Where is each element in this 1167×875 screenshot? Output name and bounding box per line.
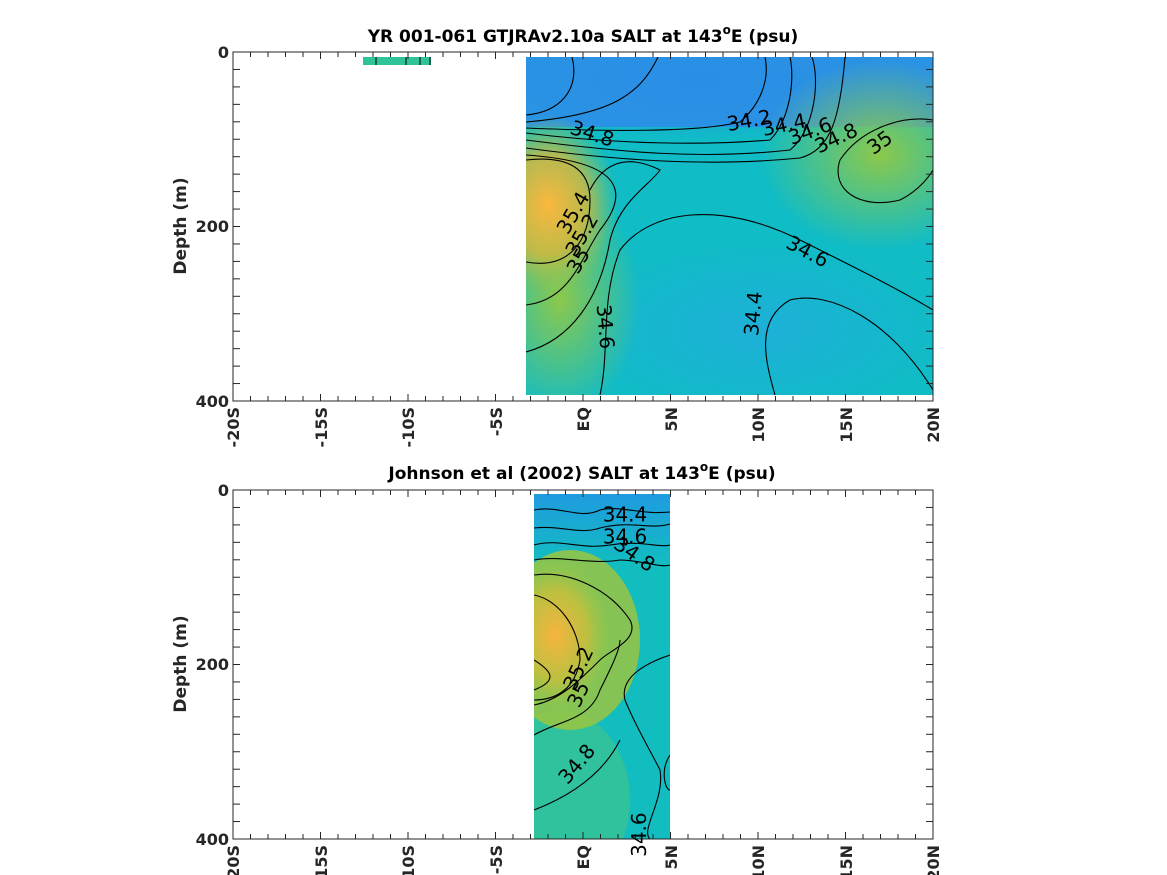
x-tick-label: 10N bbox=[749, 407, 768, 443]
y-tick-label: 400 bbox=[196, 392, 229, 411]
y-tick-labels-top: 0 200 400 bbox=[196, 43, 229, 411]
strip-contours bbox=[375, 57, 431, 65]
y-axis-label-bottom: Depth (m) bbox=[171, 615, 191, 712]
x-tick-label: -15S bbox=[312, 845, 331, 875]
y-tick-label: 0 bbox=[218, 43, 229, 62]
x-tick-label: -5S bbox=[487, 407, 506, 436]
x-tick-label: 5N bbox=[662, 845, 681, 870]
salinity-field-bottom bbox=[534, 494, 670, 839]
contour-label: 34.6 bbox=[627, 812, 651, 857]
x-tick-labels-top: -20S -15S -10S -5S EQ 5N 10N 15N 20N bbox=[224, 407, 943, 447]
x-tick-label: -5S bbox=[487, 845, 506, 874]
x-tick-label: EQ bbox=[574, 845, 593, 870]
y-tick-label: 200 bbox=[196, 217, 229, 236]
x-tick-label: 20N bbox=[924, 407, 943, 443]
y-tick-labels-bottom: 0 200 400 bbox=[196, 481, 229, 849]
y-axis-label-top: Depth (m) bbox=[171, 177, 191, 274]
chart-title-bottom: Johnson et al (2002) SALT at 143oE (psu) bbox=[387, 460, 775, 484]
x-tick-label: 20N bbox=[924, 845, 943, 875]
salinity-field-top bbox=[526, 57, 933, 395]
contour-lines-top bbox=[526, 57, 933, 395]
x-tick-labels-bottom: -20S -15S -10S -5S EQ 5N 10N 15N 20N bbox=[224, 845, 943, 875]
axis-ticks-top bbox=[232, 51, 934, 402]
y-tick-label: 200 bbox=[196, 655, 229, 674]
data-strip-top bbox=[363, 57, 431, 65]
x-tick-label: EQ bbox=[574, 407, 593, 432]
x-tick-label: 15N bbox=[837, 845, 856, 875]
x-tick-label: -15S bbox=[312, 407, 331, 447]
x-tick-label: 10N bbox=[749, 845, 768, 875]
x-tick-label: -20S bbox=[224, 845, 243, 875]
x-tick-label: -10S bbox=[399, 407, 418, 447]
x-tick-label: 15N bbox=[837, 407, 856, 443]
x-tick-label: -10S bbox=[399, 845, 418, 875]
x-tick-label: 5N bbox=[662, 407, 681, 432]
contour-lines-bottom bbox=[534, 508, 670, 839]
contour-label: 34.4 bbox=[739, 290, 767, 336]
y-tick-label: 0 bbox=[218, 481, 229, 500]
contour-label: 34.6 bbox=[592, 303, 620, 349]
x-tick-label: -20S bbox=[224, 407, 243, 447]
axis-ticks-bottom bbox=[232, 489, 934, 840]
panel-top: YR 001-061 GTJRAv2.10a SALT at 143oE (ps… bbox=[171, 23, 943, 447]
contour-label: 34.6 bbox=[603, 524, 648, 548]
contour-label: 34.4 bbox=[603, 503, 648, 527]
chart-title-top: YR 001-061 GTJRAv2.10a SALT at 143oE (ps… bbox=[367, 23, 799, 47]
y-tick-label: 400 bbox=[196, 830, 229, 849]
panel-bottom: Johnson et al (2002) SALT at 143oE (psu)… bbox=[171, 460, 943, 875]
